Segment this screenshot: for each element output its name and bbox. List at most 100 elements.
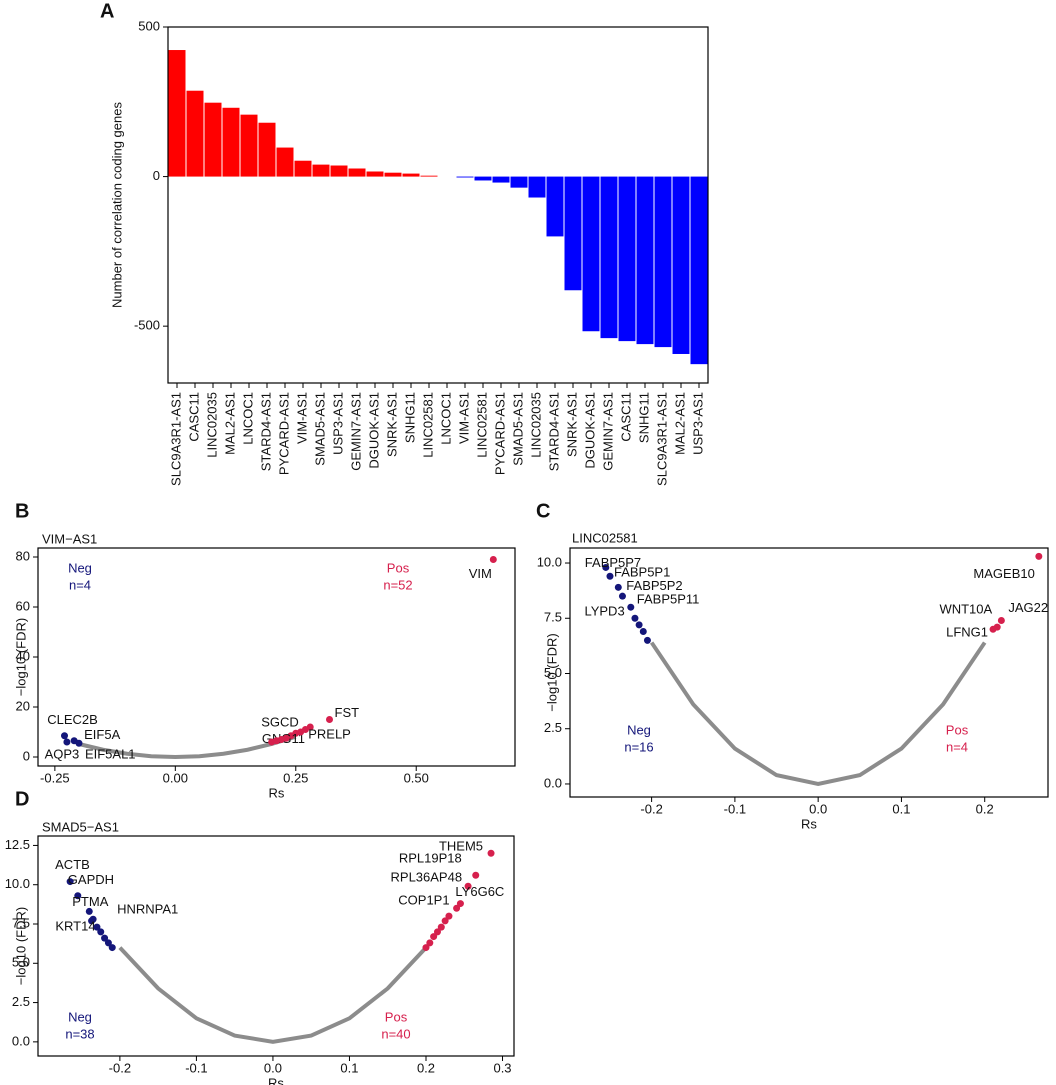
bar xyxy=(618,176,636,342)
x-tick-label: GEMIN7-AS1 xyxy=(600,392,615,471)
x-axis-label: Rs xyxy=(801,816,817,831)
point xyxy=(430,933,438,941)
point-label: RPL19P18 xyxy=(399,851,462,866)
point-label: GAPDH xyxy=(68,872,114,887)
bar xyxy=(672,176,690,354)
x-tick-label: -0.1 xyxy=(724,801,746,816)
x-tick-label: SLC9A3R1-AS1 xyxy=(654,392,669,486)
point xyxy=(487,849,495,857)
point xyxy=(635,621,643,629)
point xyxy=(456,900,464,908)
point-label: VIM xyxy=(469,566,492,581)
point xyxy=(97,928,105,936)
bar xyxy=(240,114,258,177)
y-tick-label: 5.0 xyxy=(544,665,562,680)
annotation: n=4 xyxy=(946,739,968,754)
bar xyxy=(492,176,510,183)
x-tick-label: 0.0 xyxy=(809,801,827,816)
point-label: FABP5P2 xyxy=(626,578,682,593)
point-label: ACTB xyxy=(55,857,90,872)
point xyxy=(426,939,434,947)
x-axis-label: Rs xyxy=(269,785,285,800)
point-label: FABP5P11 xyxy=(637,592,700,607)
bar xyxy=(222,107,240,177)
x-tick-label: PYCARD-AS1 xyxy=(492,392,507,475)
point xyxy=(326,716,333,723)
x-tick-label: CASC11 xyxy=(186,392,201,442)
y-axis-label: −log10 (FDR) xyxy=(544,633,559,711)
bar xyxy=(186,90,204,177)
point-label: RPL36AP48 xyxy=(391,870,463,885)
x-tick-label: MAL2-AS1 xyxy=(222,392,237,455)
point-label: PRELP xyxy=(308,726,351,741)
y-tick-label: 20 xyxy=(16,698,30,713)
point xyxy=(441,917,449,925)
point xyxy=(437,923,445,931)
point xyxy=(489,556,497,563)
point-label: PTMA xyxy=(72,894,108,909)
point xyxy=(74,892,82,900)
curve xyxy=(118,946,428,1044)
panel-letter: D xyxy=(15,788,29,810)
point xyxy=(88,917,96,925)
point-label: SGCD xyxy=(261,715,299,730)
point xyxy=(93,923,101,931)
x-axis-label: Rs xyxy=(268,1075,284,1085)
x-tick-label: VIM-AS1 xyxy=(294,392,309,444)
x-tick-label: -0.2 xyxy=(109,1060,131,1075)
point xyxy=(618,592,626,600)
bar xyxy=(258,122,276,177)
subtitle: LINC02581 xyxy=(572,530,638,545)
point-label: FST xyxy=(335,705,360,720)
curve xyxy=(78,734,297,760)
x-tick-label: DGUOK-AS1 xyxy=(366,392,381,469)
y-tick-label: 5.0 xyxy=(12,955,30,970)
y-tick-label: 60 xyxy=(16,598,30,613)
bar xyxy=(402,173,420,177)
point xyxy=(1035,552,1043,560)
bar xyxy=(600,176,618,339)
y-tick-label: -500 xyxy=(134,318,160,333)
x-tick-label: SMAD5-AS1 xyxy=(312,392,327,466)
x-tick-label: MAL2-AS1 xyxy=(672,392,687,455)
point xyxy=(61,732,68,740)
point xyxy=(997,616,1005,624)
x-tick-label: LINC02581 xyxy=(474,392,489,458)
x-tick-label: STARD4-AS1 xyxy=(258,392,273,471)
point xyxy=(433,928,441,936)
bar xyxy=(168,50,186,177)
bar xyxy=(690,176,708,365)
y-tick-label: 12.5 xyxy=(5,837,30,852)
panel-letter: B xyxy=(15,500,29,522)
x-tick-label: 0.1 xyxy=(892,801,910,816)
point xyxy=(472,871,480,879)
point xyxy=(422,944,430,952)
x-tick-label: SLC9A3R1-AS1 xyxy=(168,392,183,486)
bar xyxy=(384,172,402,177)
x-tick-label: SNHG11 xyxy=(636,392,651,443)
annotation: n=52 xyxy=(383,577,412,592)
x-tick-label: VIM-AS1 xyxy=(456,392,471,444)
point-label: HNRNPA1 xyxy=(117,902,178,917)
point-label: EIF5A xyxy=(84,727,120,742)
x-tick-label: PYCARD-AS1 xyxy=(276,392,291,475)
annotation: Neg xyxy=(627,722,651,737)
annotation: Neg xyxy=(68,1009,92,1024)
x-tick-label: SNRK-AS1 xyxy=(564,392,579,457)
annotation: Neg xyxy=(68,560,92,575)
x-tick-label: CASC11 xyxy=(618,392,633,442)
point xyxy=(606,572,614,580)
x-tick-label: 0.2 xyxy=(976,801,994,816)
plot-frame xyxy=(37,835,515,1057)
x-tick-label: STARD4-AS1 xyxy=(546,392,561,471)
point xyxy=(445,912,453,920)
y-tick-label: 10.0 xyxy=(5,876,30,891)
subtitle: VIM−AS1 xyxy=(42,531,97,546)
point-label: THEM5 xyxy=(439,839,483,854)
point xyxy=(627,603,635,611)
point-label: AQP3 xyxy=(45,746,80,761)
bar xyxy=(510,176,528,188)
plot-frame xyxy=(37,547,516,767)
point-label: LY6G6C xyxy=(455,884,504,899)
